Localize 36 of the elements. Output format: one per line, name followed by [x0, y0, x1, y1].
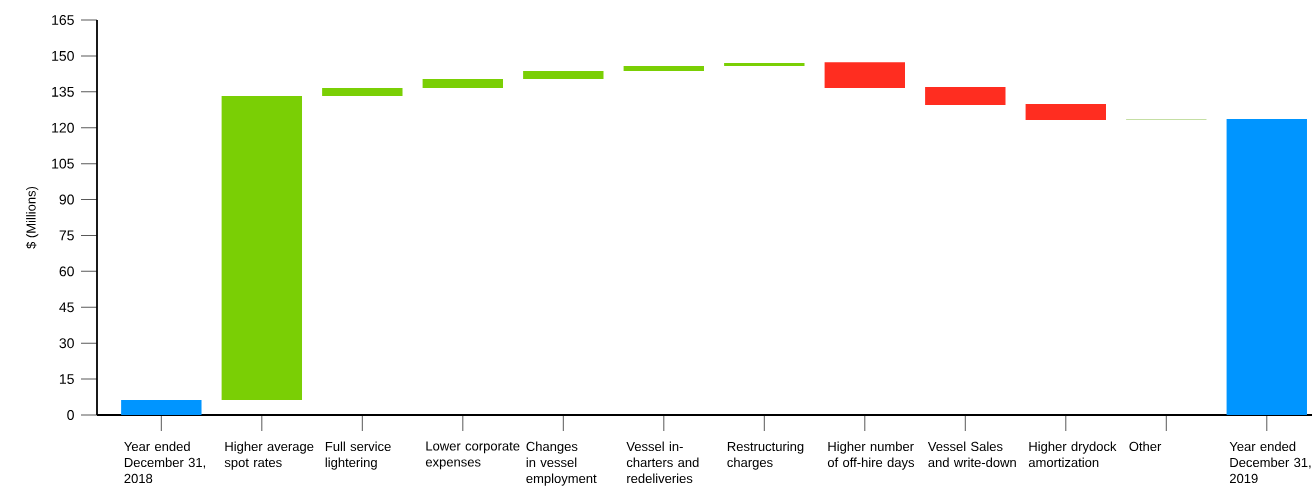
x-tick-label: Higher average spot rates [224, 441, 314, 470]
bar [1226, 119, 1307, 415]
bar [724, 63, 805, 66]
x-tick-label: Vessel Sales and write-down [927, 441, 1016, 468]
y-tick-label: 75 [59, 230, 74, 241]
x-tick-label: Vessel in-charters and redeliveries [626, 441, 699, 484]
x-tick-label: Higher drydock amortization [1028, 441, 1117, 468]
y-tick-label: 105 [52, 158, 74, 169]
y-tick-label: 15 [59, 374, 74, 384]
x-tick-label: Restructuring charges [727, 441, 804, 470]
y-tick-label: 165 [52, 15, 74, 25]
bar [925, 87, 1006, 105]
x-tick-label: Year ended December 31, 2019 [1229, 441, 1311, 484]
x-tick-label: Lower corporate expenses [425, 441, 520, 470]
y-tick-label: 135 [52, 86, 74, 97]
bar [1025, 104, 1106, 121]
x-tick-label: Other [1129, 441, 1162, 452]
y-tick-label: 0 [67, 410, 74, 420]
x-tick-label: Full service lightering [325, 441, 391, 470]
y-tick-label: 150 [52, 50, 74, 61]
x-tick-label: Changes in vessel employment [526, 441, 597, 486]
y-tick-label: 30 [59, 338, 74, 349]
bar [322, 87, 403, 97]
y-tick-label: 120 [52, 122, 74, 133]
bar [121, 399, 202, 415]
bar [221, 96, 303, 400]
y-tick-label: 90 [59, 194, 74, 205]
y-axis-title: $ (Millions) [25, 186, 39, 249]
x-tick-label: Higher number of off-hire days [827, 441, 915, 470]
x-tick-label: Year ended December 31, 2018 [124, 441, 206, 484]
bar [623, 65, 705, 71]
bar [824, 62, 905, 88]
bar [523, 70, 604, 80]
y-tick-label: 45 [59, 302, 74, 313]
y-tick-label: 60 [59, 266, 74, 277]
bar [422, 79, 504, 88]
